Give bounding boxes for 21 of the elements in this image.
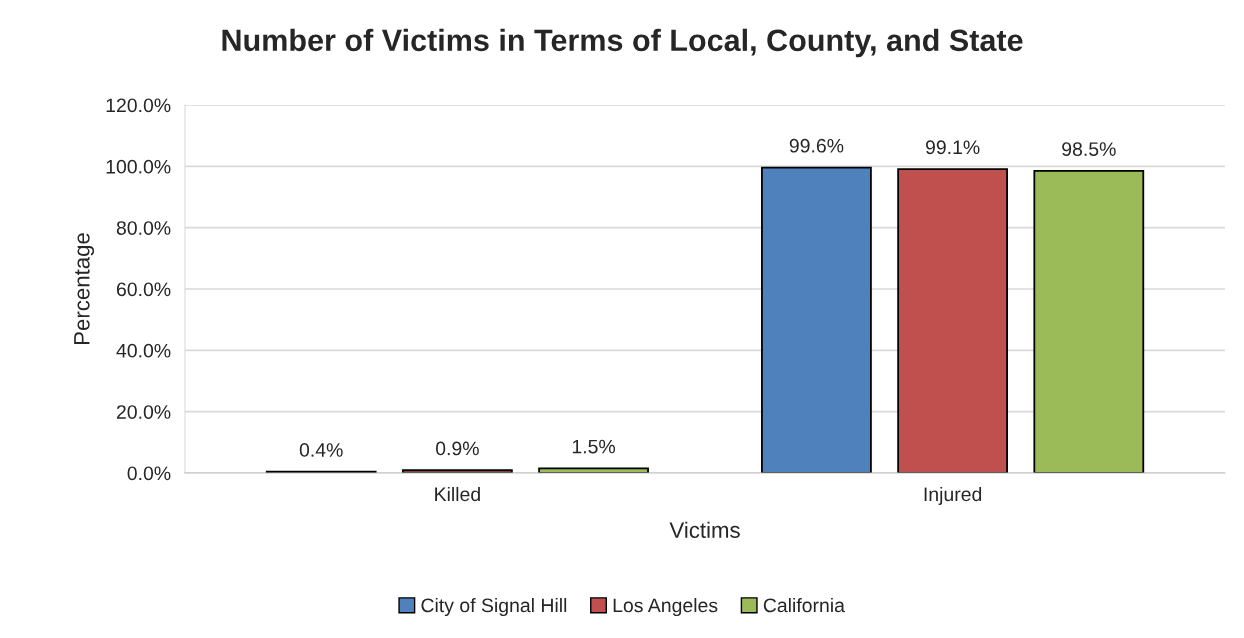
y-axis-title: Percentage bbox=[74, 233, 95, 344]
legend-label: Los Angeles bbox=[613, 597, 718, 617]
data-label: 98.5% bbox=[1062, 142, 1116, 156]
data-label: 99.6% bbox=[789, 138, 844, 153]
y-tick-label: 100.0% bbox=[106, 159, 171, 174]
chart-title: Number of Victims in Terms of Local, County, and State bbox=[222, 28, 1023, 58]
data-label: 99.1% bbox=[925, 140, 980, 155]
y-tick-label: 120.0% bbox=[106, 98, 171, 113]
data-label: 0.9% bbox=[435, 441, 479, 456]
x-tick-label: Killed bbox=[435, 486, 480, 502]
legend-label: California bbox=[763, 597, 845, 613]
data-label: 1.5% bbox=[572, 439, 616, 454]
y-tick-label: 80.0% bbox=[116, 221, 171, 235]
y-tick-label: 0.0% bbox=[127, 466, 171, 481]
x-axis-title: Victims bbox=[669, 521, 740, 538]
legend-label: City of Signal Hill bbox=[421, 597, 567, 617]
y-tick-label: 40.0% bbox=[116, 343, 171, 358]
y-tick-label: 20.0% bbox=[116, 405, 171, 419]
y-tick-label: 60.0% bbox=[116, 282, 171, 297]
data-label: 0.4% bbox=[299, 443, 343, 457]
x-tick-label: Injured bbox=[924, 486, 982, 506]
